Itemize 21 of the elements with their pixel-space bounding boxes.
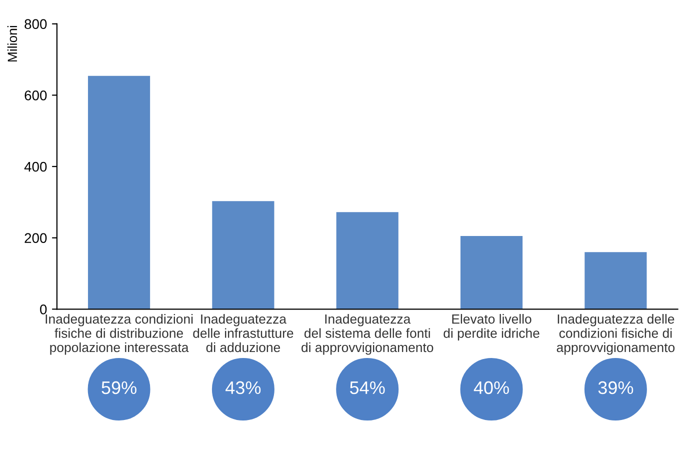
text: 59%: [102, 381, 136, 394]
bar: [212, 201, 274, 310]
x-tick-label: Inadeguatezza condizioni fisiche di distribuzione popolazione interessata: [46, 314, 193, 355]
y-tick-label: 400: [24, 162, 47, 172]
bar: [584, 252, 647, 310]
bar: [460, 236, 523, 310]
y-tick-label: 0: [40, 304, 47, 314]
x-tick-label: Inadeguatezza del sistema delle fonti di approvvigionamento: [302, 314, 434, 355]
text: 39%: [598, 381, 634, 394]
x-tick-label: Inadeguatezza delle condizioni fisiche di approvvigionamento: [556, 314, 675, 355]
text: 43%: [226, 381, 261, 394]
y-tick-label: 600: [24, 90, 47, 100]
y-tick-label: 200: [24, 233, 47, 243]
y-axis-title: Milioni: [7, 26, 18, 62]
x-tick-label: Elevato livello di perdite idriche: [444, 314, 540, 341]
bar: [336, 212, 398, 310]
bar: [88, 76, 150, 310]
x-tick-label: Inadeguatezza delle infrastutture di adduzione: [193, 314, 294, 352]
y-tick-label: 800: [24, 19, 47, 30]
text: 54%: [350, 381, 385, 394]
text: 40%: [474, 381, 509, 394]
